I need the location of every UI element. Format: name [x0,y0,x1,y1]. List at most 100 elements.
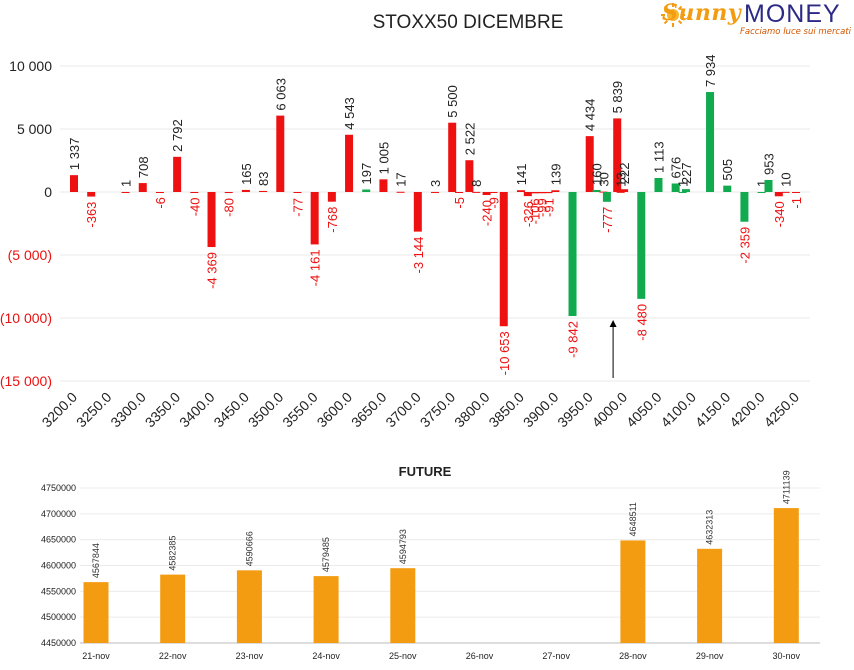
x-tick-label: 21-nov [82,651,110,661]
main-chart-title: STOXX50 DICEMBRE [373,12,564,33]
bar [327,192,336,202]
bar [537,192,546,194]
bar [448,122,457,192]
bar [155,192,164,193]
logo-tagline: Facciamo luce sui mercati [740,27,852,37]
bar-data-label: 4632313 [705,510,715,545]
bar [523,192,532,197]
bar [620,540,646,643]
x-tick-label: 25-nov [389,651,417,661]
x-tick-label: 3950.0 [554,389,596,431]
x-tick-label: 3550.0 [279,389,321,431]
bar-data-label: -99 [535,198,550,217]
bar [723,185,732,192]
bar-data-label: -10 653 [497,331,512,375]
bar-data-label: 6 063 [273,78,288,111]
bar-data-label: 3 [428,180,443,187]
bar-data-label: 4711139 [781,470,791,504]
x-tick-label: 3600.0 [314,389,356,431]
x-tick-label: 3650.0 [348,389,390,431]
bar [516,190,525,192]
bar [740,192,749,222]
bar-data-label: -326 [521,201,536,227]
bar [774,192,783,197]
bar-data-label: -77 [290,198,305,217]
bar [455,192,464,193]
sun-icon [661,3,685,27]
bar-data-label: 139 [548,164,563,186]
x-tick-label: 3800.0 [451,389,493,431]
y-tick-label: (15 000) [0,373,52,389]
x-tick-label: 4100.0 [657,389,699,431]
x-tick-label: 22-nov [159,651,187,661]
bar [773,508,799,643]
bar [697,548,723,643]
bar [207,192,216,248]
bar-data-label: -340 [772,201,787,227]
bar [190,192,199,193]
bar [482,192,491,196]
bar-data-label: 1 337 [67,138,82,171]
bar-data-label: 17 [394,172,409,186]
bar [544,192,553,194]
bar [390,568,416,643]
bar-data-label: -4 369 [205,252,220,289]
x-tick-label: 30-nov [773,651,801,661]
x-tick-label: 3250.0 [73,389,115,431]
bar [413,192,422,232]
bar-data-label: -2 359 [737,227,752,264]
bar-data-label: 1 [119,180,134,187]
x-tick-label: 4150.0 [692,389,734,431]
y-tick-label: 4500000 [41,612,76,622]
bar [87,192,96,197]
x-tick-label: 3350.0 [142,389,184,431]
bar [160,574,186,643]
bar-data-label: -768 [325,207,340,233]
bar-data-label: -3 144 [411,237,426,274]
bar [310,192,319,245]
bar-data-label: -9 [486,197,501,209]
logo-brand-money: MONEY [744,0,841,28]
bar [465,160,474,192]
x-tick-label: 4250.0 [761,389,803,431]
bar-data-label: 5 500 [445,85,460,118]
bar-data-label: -777 [600,207,615,233]
bar-data-label: 953 [761,153,776,175]
bar [121,191,130,193]
bar [637,192,646,299]
bar-data-label: 1 113 [651,141,666,173]
bar-data-label: 1 [755,180,770,187]
bar-data-label: -6 [153,197,168,209]
bar-data-label: 8 [469,180,484,187]
bar-data-label: 676 [669,157,684,179]
x-tick-label: 3750.0 [417,389,459,431]
bar-data-label: 4594793 [398,529,408,564]
bar [530,192,539,194]
bar-data-label: -9 842 [566,321,581,358]
bar [620,189,629,192]
y-tick-label: 4550000 [41,586,76,596]
bar-data-label: 4 543 [342,97,357,130]
y-tick-label: 4700000 [41,509,76,519]
x-tick-label: 4050.0 [623,389,665,431]
bar-data-label: 165 [239,163,254,185]
bar-data-label: 4590666 [244,531,254,566]
bar [489,192,498,193]
x-tick-label: 24-nov [312,651,340,661]
bar [568,192,577,317]
x-tick-label: 29-nov [696,651,724,661]
bar-data-label: 2 792 [170,119,185,152]
bar-data-label: 197 [359,163,374,185]
bar-data-label: 30 [596,172,611,186]
bar-data-label: 5 839 [610,81,625,114]
bar [654,177,663,192]
bar [616,191,625,193]
bar-data-label: -80 [222,198,237,217]
x-tick-label: 4000.0 [589,389,631,431]
bar [70,175,78,192]
bar-data-label: 83 [256,171,271,185]
options-open-interest-chart: STOXX50 DICEMBRE 10 000 5 000 0 (5 000) (10 0… [0,12,810,431]
bar-data-label: -40 [187,198,202,217]
bar-data-label: -240 [480,200,495,226]
bar [138,183,147,192]
